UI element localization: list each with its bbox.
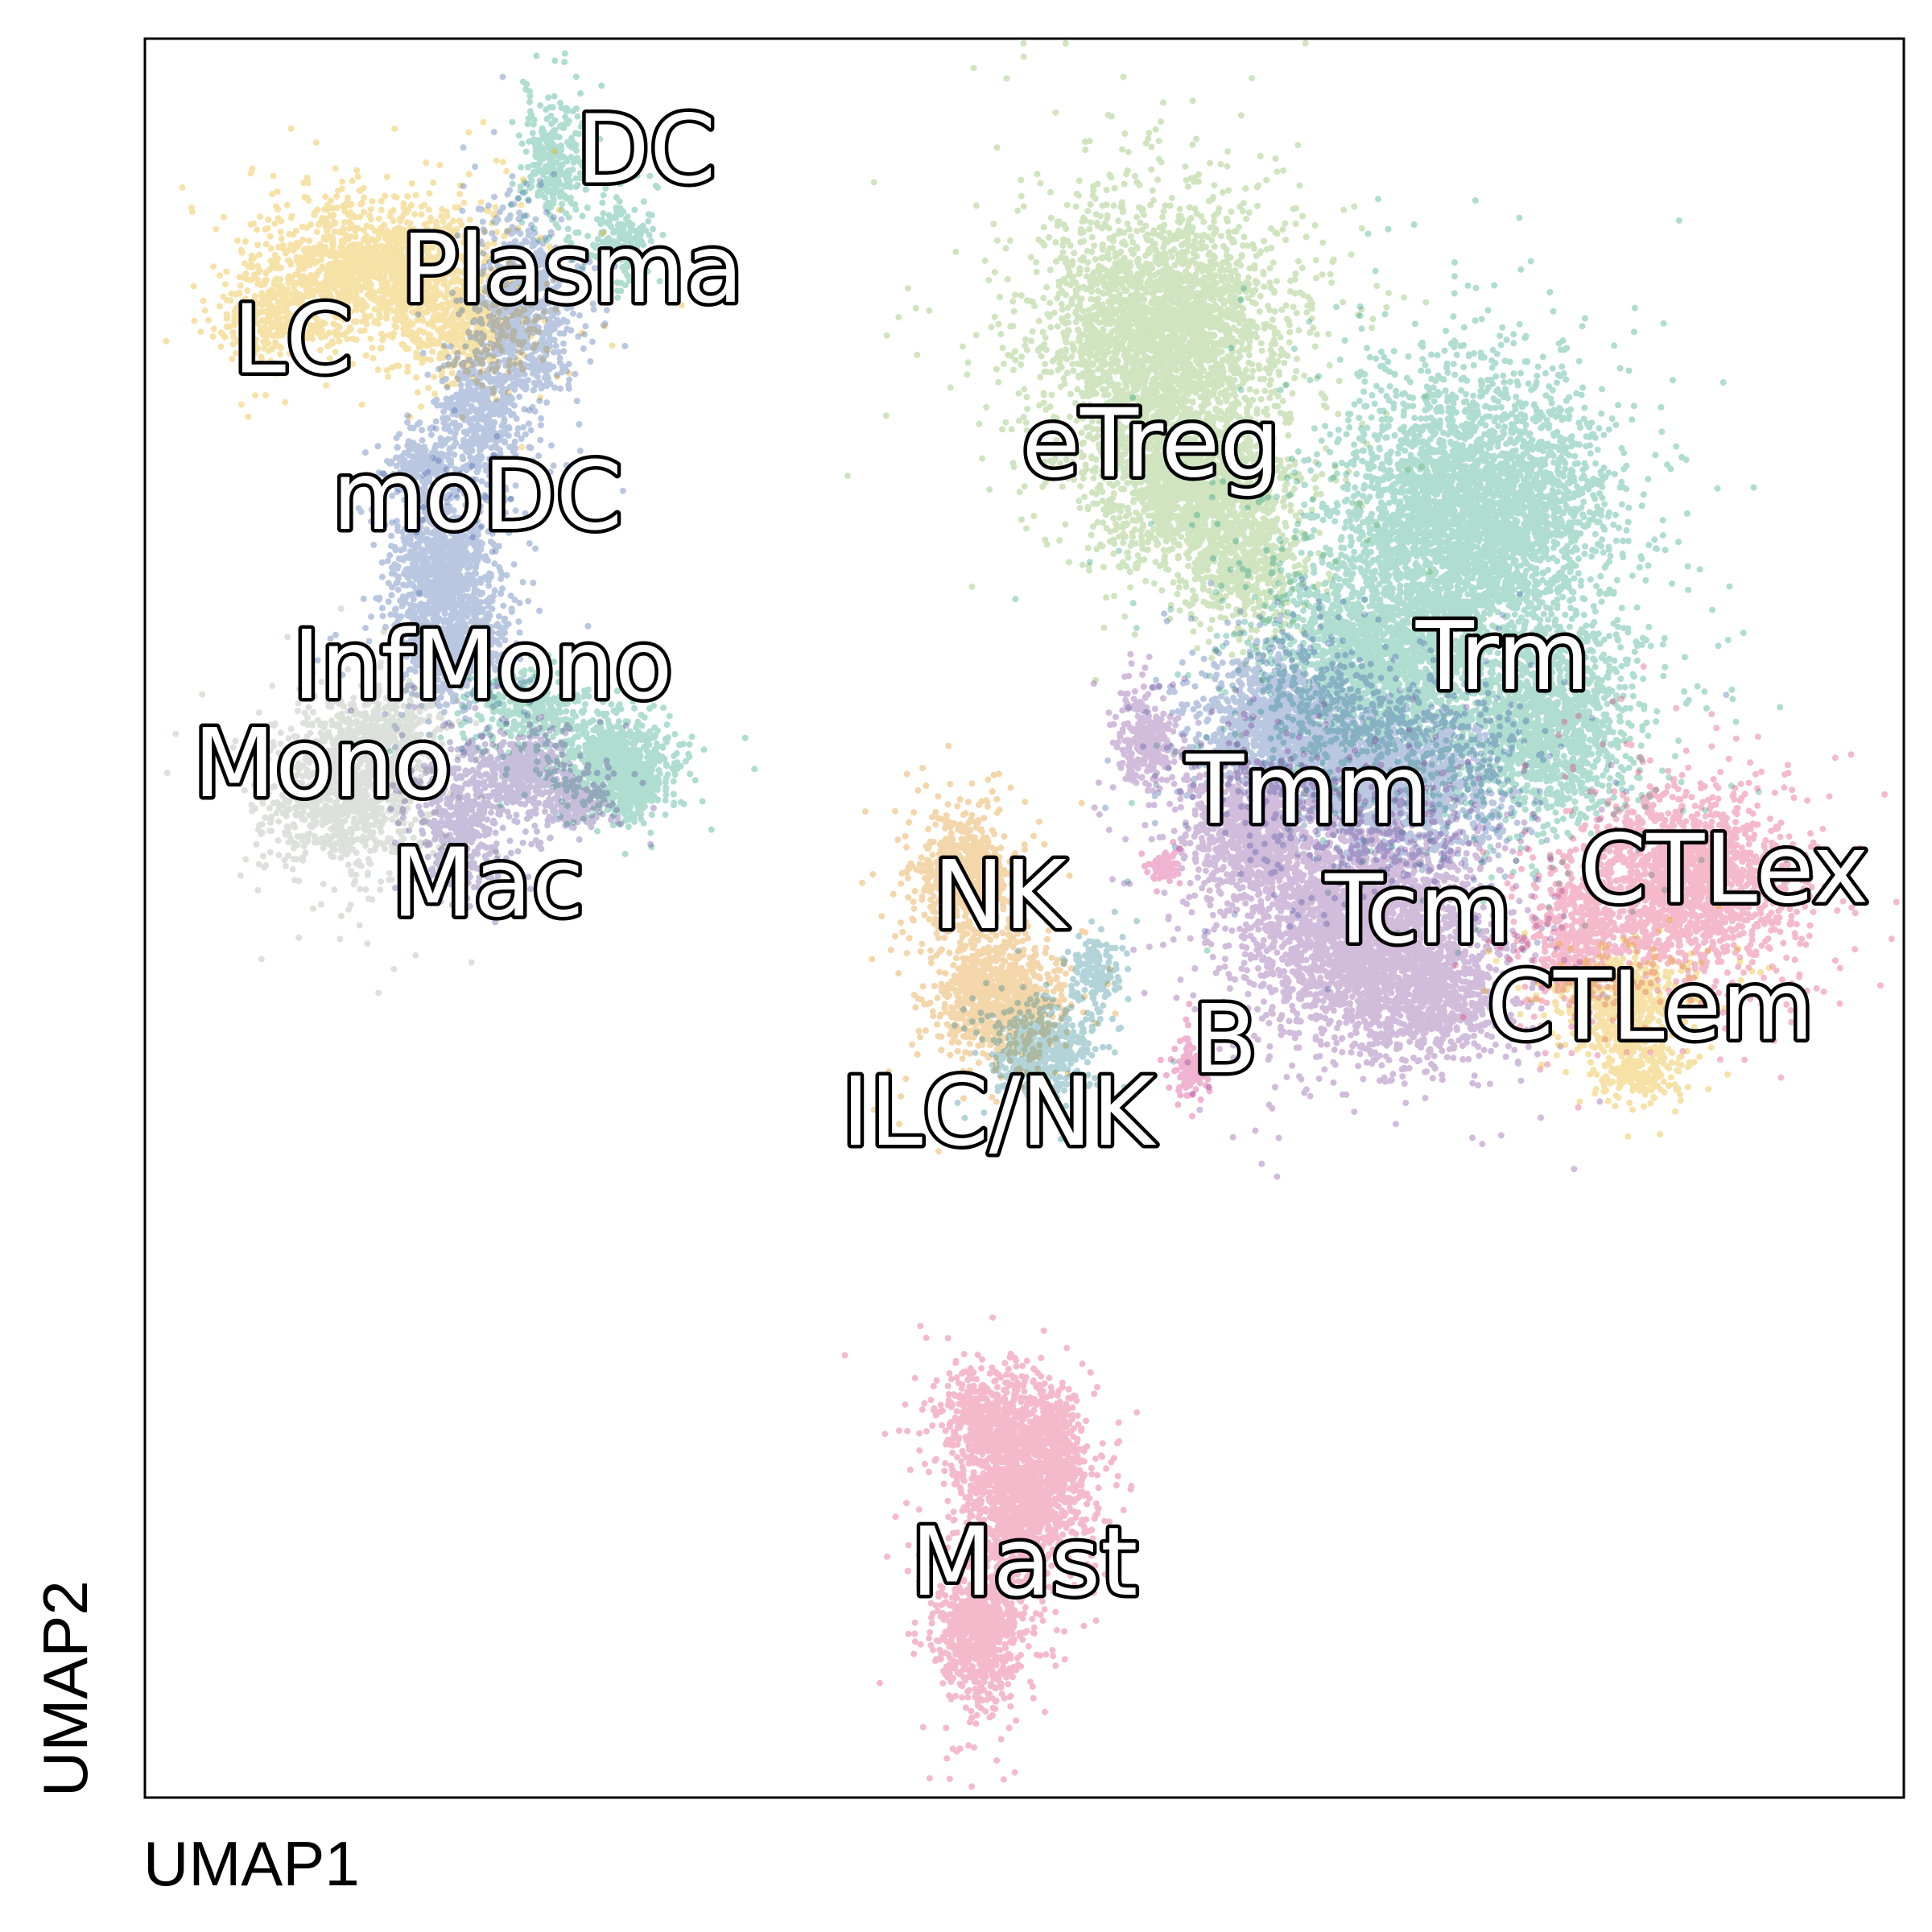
cluster-label-b: B (1192, 984, 1257, 1095)
cluster-points-tcm (1090, 650, 1670, 1180)
cluster-point-cloud-lc (355, 73, 629, 597)
cluster-label-mast: Mast (911, 1506, 1138, 1617)
cluster-points-ctlem (1481, 902, 1773, 1140)
cluster-points-b (1138, 839, 1213, 1120)
cluster-point-cloud-ctlex (1452, 663, 1900, 1111)
cluster-label-mac: Mac (392, 828, 584, 939)
cluster-label-ilc-nk: ILC/NK (842, 1056, 1157, 1167)
cluster-label-tmm: Tmm (1185, 734, 1429, 845)
cluster-point-cloud-mast (841, 1314, 1141, 1790)
cluster-point-cloud-infmono (386, 650, 758, 857)
cluster-points-etreg (844, 39, 1433, 739)
cluster-point-cloud-mono (163, 605, 502, 997)
cluster-label-etreg: eTreg (1022, 388, 1280, 499)
cluster-label-plasma: Plasma (402, 213, 744, 324)
cluster-points-ctlex (1452, 663, 1900, 1111)
cluster-label-trm: Trm (1415, 601, 1590, 712)
cluster-points-mac (348, 654, 657, 926)
cluster-label-infmono: InfMono (292, 609, 672, 720)
cluster-point-cloud-dc (507, 50, 667, 301)
scatter-points-layer (163, 39, 1900, 1790)
cluster-points-plasma (163, 118, 685, 451)
cluster-point-cloud-etreg (844, 39, 1433, 739)
x-axis-label: UMAP1 (143, 1828, 360, 1899)
cluster-point-cloud-trm (1012, 196, 1790, 956)
cluster-point-cloud-ilc-nk (952, 878, 1178, 1143)
cluster-point-cloud-tcm (1090, 650, 1670, 1180)
cluster-points-mast (841, 1314, 1141, 1790)
cluster-label-tcm: Tcm (1324, 854, 1512, 965)
cluster-points-mono (163, 605, 502, 997)
cluster-points-tmm (1102, 576, 1730, 993)
cluster-points-infmono (386, 650, 758, 857)
cluster-label-nk: NK (933, 840, 1068, 951)
cluster-points-nk (859, 742, 1119, 1155)
cluster-point-cloud-tmm (1102, 576, 1730, 993)
cluster-points-trm (1012, 196, 1790, 956)
cluster-point-cloud-b (1138, 839, 1213, 1120)
cluster-point-cloud-plasma (163, 118, 685, 451)
cluster-label-dc: DC (576, 94, 716, 205)
cluster-point-cloud-ctlem (1481, 902, 1773, 1140)
cluster-label-ctlex: CTLex (1580, 813, 1869, 924)
y-axis-label: UMAP2 (30, 1580, 101, 1797)
plot-frame (143, 37, 1905, 1799)
cluster-points-dc (507, 50, 667, 301)
cluster-points-lc (355, 73, 629, 597)
cluster-label-ctlem: CTLem (1488, 951, 1814, 1062)
cluster-label-mono: Mono (193, 708, 452, 819)
cluster-label-modc: moDC (332, 440, 622, 551)
cluster-label-lc: LC (233, 284, 352, 395)
cluster-point-cloud-mac (348, 654, 657, 926)
cluster-points-modc (314, 407, 592, 758)
cluster-point-cloud-modc (314, 407, 592, 758)
cluster-points-ilc-nk (952, 878, 1178, 1143)
cluster-point-cloud-nk (859, 742, 1119, 1155)
